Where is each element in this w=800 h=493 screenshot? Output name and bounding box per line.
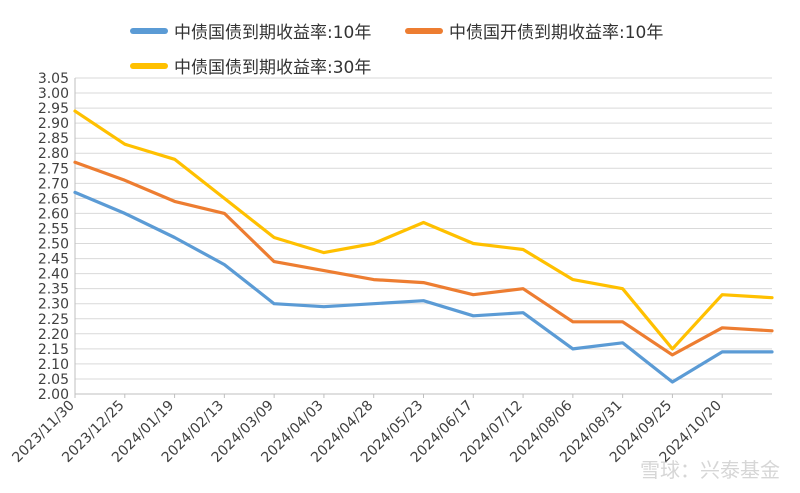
legend-label-cgb-30y: 中债国债到期收益率:30年 <box>174 58 372 78</box>
y-tick-label: 2.15 <box>38 342 69 358</box>
y-tick-label: 2.75 <box>38 161 69 177</box>
y-tick-label: 2.70 <box>38 176 69 192</box>
y-tick-label: 2.35 <box>38 282 69 298</box>
legend-label-cdb-10y: 中债国开债到期收益率:10年 <box>449 23 664 43</box>
y-tick-label: 2.00 <box>38 387 69 403</box>
legend-item-cdb-10y: 中债国开债到期收益率:10年 <box>405 18 663 43</box>
legend-label-cgb-10y: 中债国债到期收益率:10年 <box>174 23 372 43</box>
y-tick-label: 2.25 <box>38 312 69 328</box>
y-tick-label: 2.95 <box>38 101 69 117</box>
legend-item-cgb-10y: 中债国债到期收益率:10年 <box>130 18 371 43</box>
series-line-1 <box>73 160 774 357</box>
y-tick-label: 2.50 <box>38 237 69 253</box>
y-tick-label: 3.00 <box>38 86 69 102</box>
legend-swatch-cdb-10y <box>405 27 443 34</box>
watermark: 雪球：兴泰基金 <box>640 458 780 482</box>
y-tick-label: 2.60 <box>38 206 69 222</box>
y-tick-label: 2.05 <box>38 372 69 388</box>
series-line-0 <box>73 190 774 384</box>
y-tick-label: 2.30 <box>38 297 69 313</box>
legend-swatch-cgb-30y <box>130 62 168 69</box>
y-tick-label: 2.40 <box>38 267 69 283</box>
y-tick-label: 2.45 <box>38 252 69 268</box>
y-tick-label: 3.05 <box>38 71 69 87</box>
y-tick-label: 2.85 <box>38 131 69 147</box>
legend-swatch-cgb-10y <box>130 27 168 34</box>
y-tick-label: 2.20 <box>38 327 69 343</box>
y-tick-label: 2.55 <box>38 221 69 237</box>
y-tick-label: 2.10 <box>38 357 69 373</box>
series-line-2 <box>73 109 774 351</box>
chart-legend: 中债国债到期收益率:10年 中债国开债到期收益率:10年 中债国债到期收益率:3… <box>0 0 800 80</box>
legend-item-cgb-30y: 中债国债到期收益率:30年 <box>130 53 371 78</box>
y-tick-label: 2.65 <box>38 191 69 207</box>
y-tick-label: 2.80 <box>38 146 69 162</box>
y-tick-label: 2.90 <box>38 116 69 132</box>
